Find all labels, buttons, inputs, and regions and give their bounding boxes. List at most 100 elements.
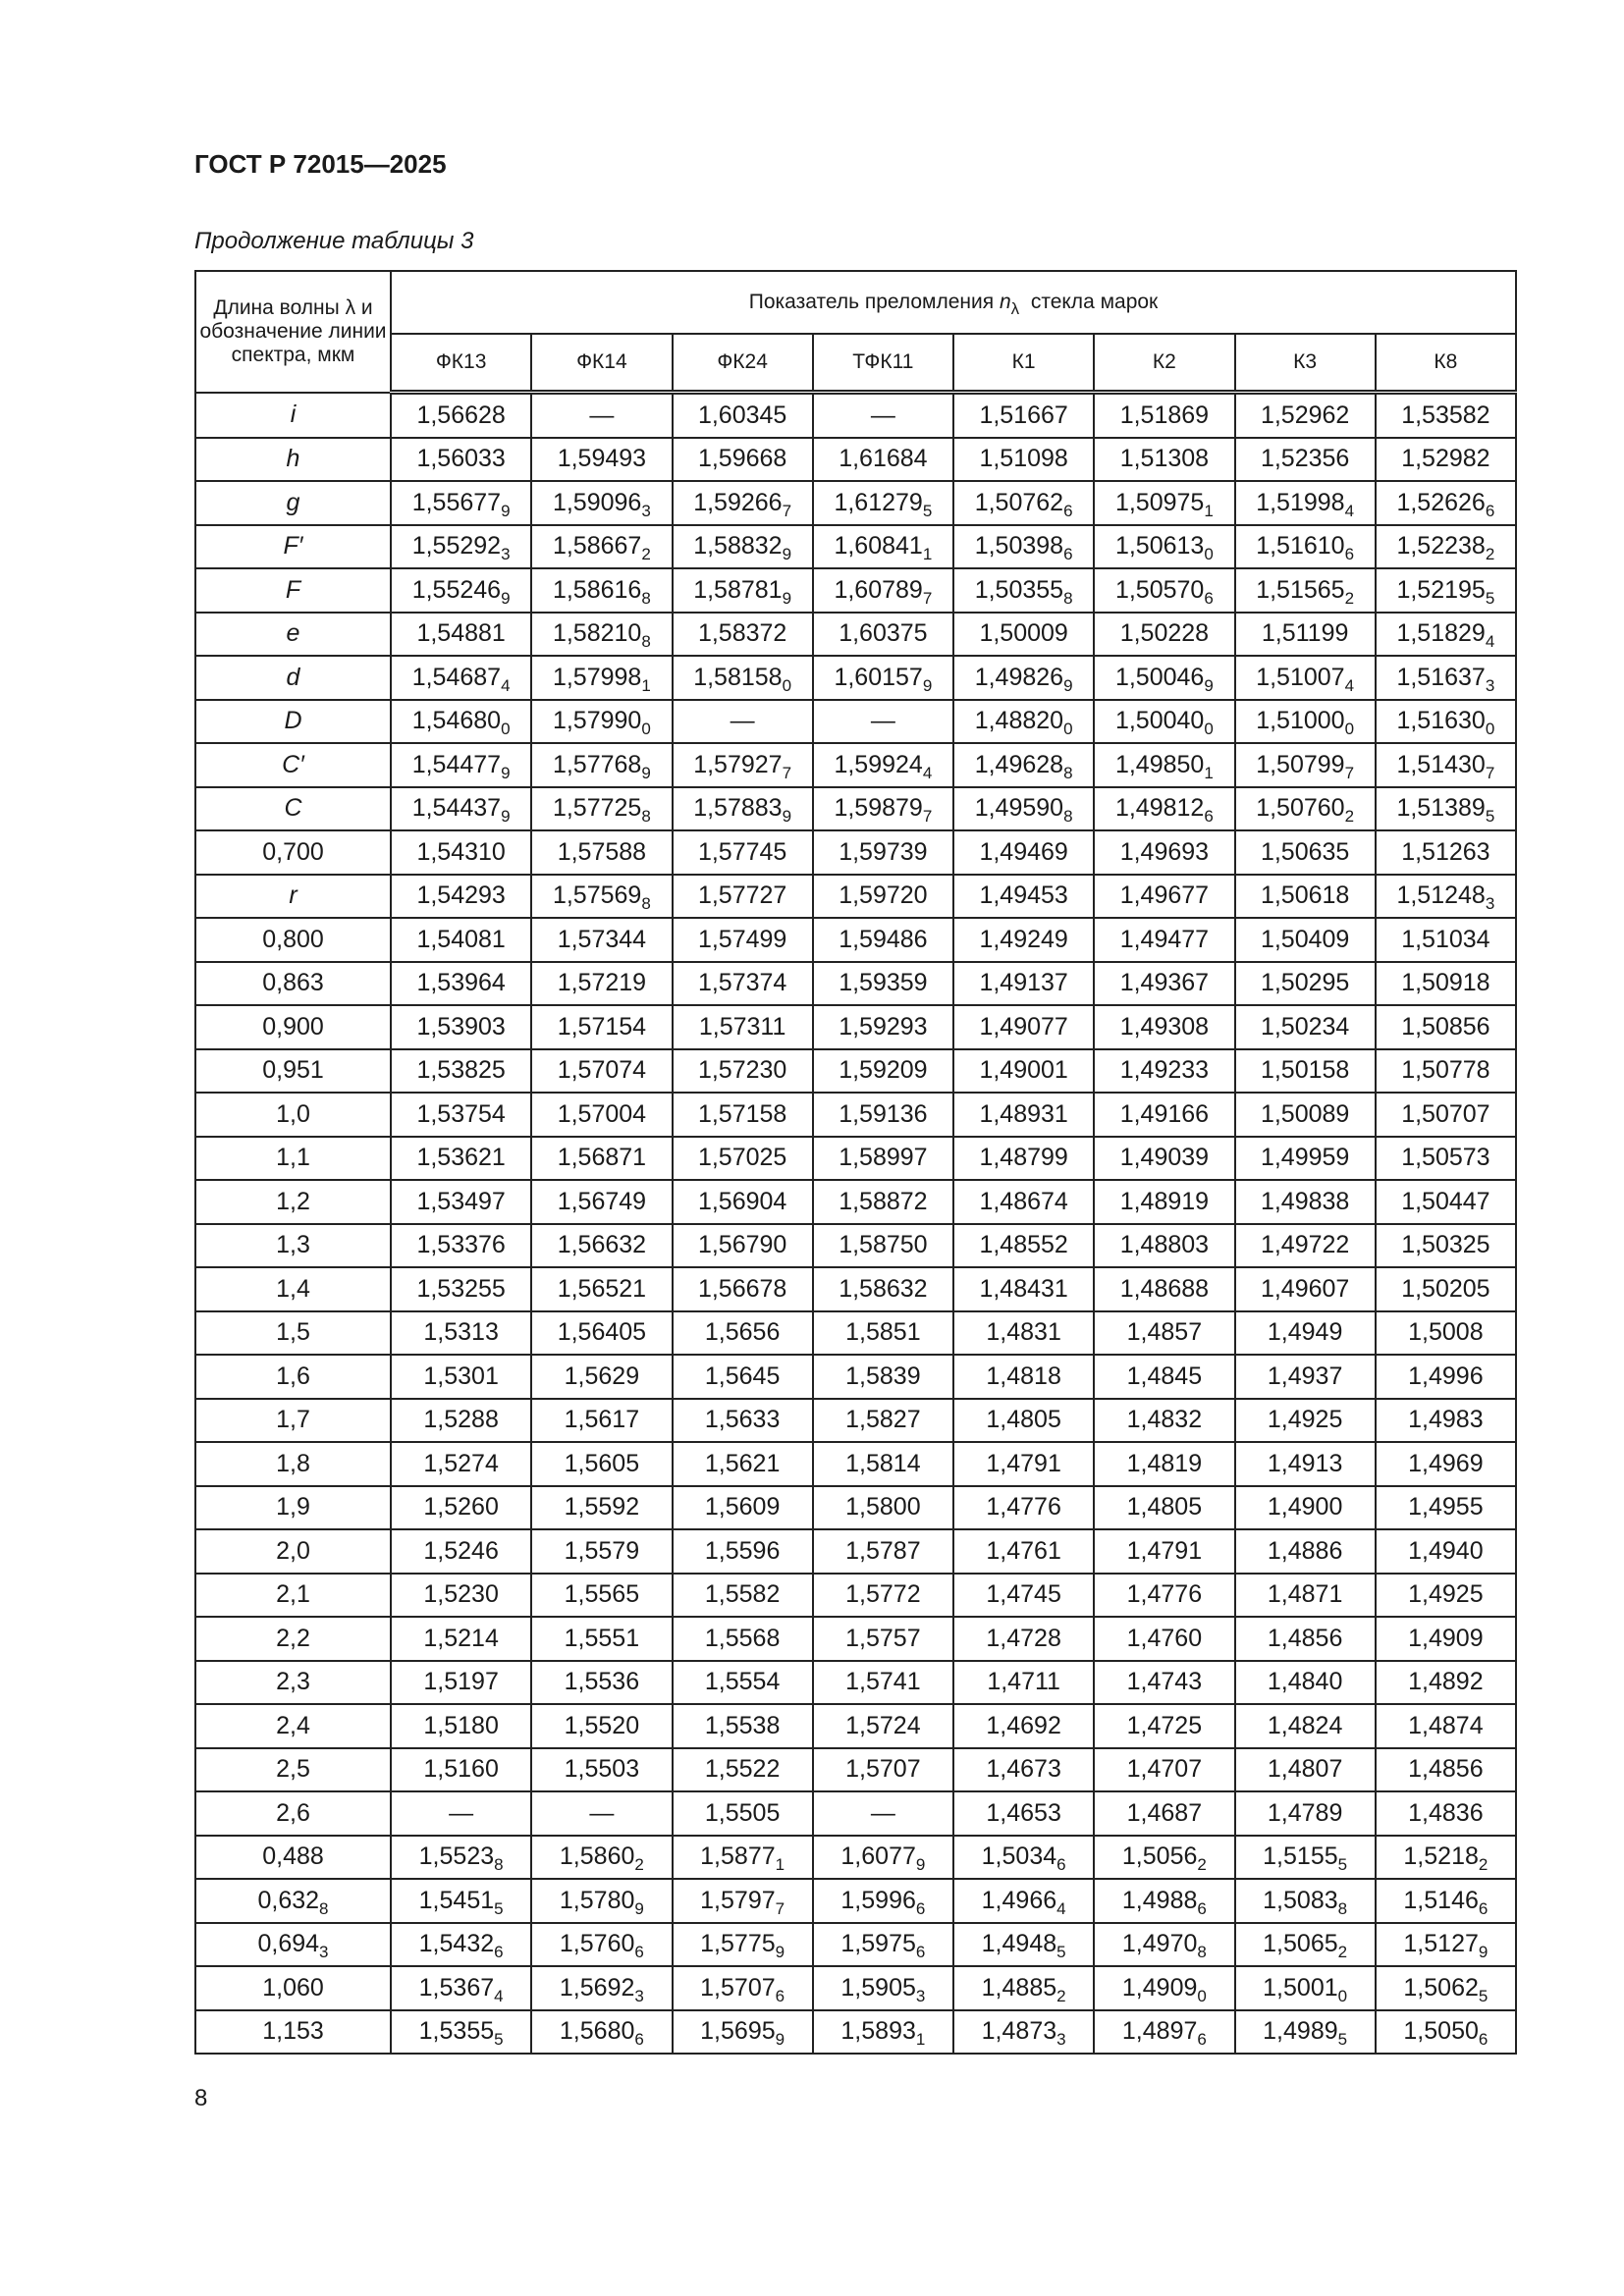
index-cell: 1,4925 [1233,1397,1377,1443]
index-cell: 1,51279 [1374,1921,1518,1967]
index-cell: 1,5538 [671,1703,814,1749]
value-subscript-digit: 9 [501,807,511,827]
index-cell: 1,49469 [951,829,1096,876]
column-header: ФК13 [389,333,533,395]
index-cell: 1,52962 [1233,391,1377,439]
index-cell: 1,507997 [1233,742,1377,788]
row-label: 0,951 [194,1047,392,1094]
table-row: d 1,546874 1,579981 1,581580 1,601579 1,49826… [194,655,1518,701]
index-cell: 1,54293 [389,873,533,919]
index-cell: 1,50652 [1233,1921,1377,1967]
index-cell: 1,5551 [530,1616,674,1662]
index-cell: 1,49453 [951,873,1096,919]
value-main: 1,59924 [834,750,923,778]
refractive-index-table: Длина волны λ и обозначение линии спектр… [194,270,1518,2055]
index-cell: 1,48431 [951,1266,1096,1312]
value-subscript-digit: 4 [1344,501,1355,520]
index-cell: 1,49039 [1093,1135,1236,1181]
index-cell: 1,4805 [951,1397,1096,1443]
table-row: 1,4 1,53255 1,56521 1,56678 1,58632 1,48431 1,… [194,1266,1518,1312]
index-cell: 1,4925 [1374,1572,1518,1618]
value-subscript-digit: 8 [1197,1943,1207,1962]
index-cell: 1,598797 [811,785,955,831]
value-subscript-digit: 2 [1056,1986,1066,2005]
index-cell: 1,4805 [1093,1484,1236,1530]
value-subscript-digit: 6 [1478,1898,1489,1918]
value-main: 1,51000 [1256,707,1345,735]
index-cell: 1,579981 [530,655,674,701]
value-subscript-digit: 6 [1344,545,1355,564]
index-cell: 1,59739 [811,829,955,876]
index-cell: 1,590963 [530,480,674,526]
index-cell: 1,48931 [951,1092,1096,1138]
value-main: 1,55677 [411,488,502,516]
value-subscript-digit: 0 [1063,720,1073,739]
index-cell: 1,608411 [811,523,955,569]
table-row: 1,6 1,5301 1,5629 1,5645 1,5839 1,4818 1,4845 1… [194,1354,1518,1400]
value-subscript-digit: 6 [915,1898,926,1918]
row-label: 1,6 [194,1354,392,1400]
table-row: 1,9 1,5260 1,5592 1,5609 1,5800 1,4776 1,4805 1… [194,1484,1518,1530]
index-cell: 1,50918 [1374,960,1518,1006]
row-label: 2,2 [194,1616,392,1662]
table-row: 2,0 1,5246 1,5579 1,5596 1,5787 1,4761 1,4791 1… [194,1528,1518,1575]
index-cell: 1,4728 [951,1616,1096,1662]
index-cell: 1,57809 [530,1878,674,1924]
value-main: 1,58667 [552,532,642,561]
value-subscript-digit: 6 [494,1943,504,1962]
index-cell: — [811,698,955,744]
index-cell: 1,506130 [1093,523,1236,569]
value-subscript-digit: 0 [1204,720,1214,739]
index-cell: 1,503986 [951,523,1096,569]
index-cell: 1,510074 [1233,655,1377,701]
index-cell: 1,49722 [1233,1222,1377,1268]
table-row: 2,4 1,5180 1,5520 1,5538 1,5724 1,4692 1,4725 1… [194,1703,1518,1749]
value-main: 0,632 [257,1886,320,1914]
index-cell: 1,54881 [389,611,533,657]
index-cell: 1,55238 [389,1834,533,1880]
value-main: 1,5797 [700,1886,776,1914]
index-cell: 1,48688 [1093,1266,1236,1312]
index-cell: 1,57025 [671,1135,814,1181]
index-cell: 1,50158 [1233,1047,1377,1094]
index-cell: 1,56632 [530,1222,674,1268]
value-subscript-digit: 5 [1485,807,1495,827]
table-row: 0,863 1,53964 1,57219 1,57374 1,59359 1,49137… [194,960,1518,1006]
index-cell: — [811,391,955,439]
index-cell: 1,52356 [1233,436,1377,482]
value-subscript-digit: 0 [782,675,792,695]
index-cell: 1,58632 [811,1266,955,1312]
index-cell: 1,61684 [811,436,955,482]
row-label: 2,5 [194,1746,392,1792]
index-cell: 1,601579 [811,655,955,701]
value-subscript-digit: 5 [922,501,933,520]
value-subscript-digit: 3 [319,1943,329,1962]
value-main: 1,5680 [559,2017,635,2046]
index-cell: 1,48733 [951,2008,1096,2055]
table-row: 0,800 1,54081 1,57344 1,57499 1,59486 1,49249… [194,917,1518,963]
index-cell: 1,5230 [389,1572,533,1618]
index-cell: 1,50573 [1374,1135,1518,1181]
index-cell: 1,51199 [1233,611,1377,657]
index-cell: 1,52982 [1374,436,1518,482]
value-subscript-digit: 8 [641,588,651,608]
index-cell: 1,5554 [671,1659,814,1705]
index-cell: 1,599244 [811,742,955,788]
column-header: К1 [951,333,1096,395]
value-main: 1,54477 [411,750,502,778]
value-subscript-digit: 9 [1063,675,1073,695]
value-subscript-digit: 5 [494,2030,504,2050]
table-row: 1,3 1,53376 1,56632 1,56790 1,58750 1,48552 1,… [194,1222,1518,1268]
index-cell: 1,50234 [1233,1004,1377,1050]
value-subscript-digit: 8 [494,1855,504,1875]
value-subscript-digit: 0 [641,720,651,739]
value-main: 1,51248 [1396,881,1486,910]
index-cell: 1,59486 [811,917,955,963]
table-row: F′ 1,552923 1,586672 1,588329 1,608411 1,5039… [194,523,1518,569]
value-subscript-digit: 3 [1056,2030,1066,2050]
group-header: Показатель преломления nλ стекла марок [390,270,1517,335]
index-cell: 1,58771 [671,1834,814,1880]
value-main: 1,5893 [840,2017,916,2046]
index-cell: 1,57311 [671,1004,814,1050]
index-cell: 1,57499 [671,917,814,963]
